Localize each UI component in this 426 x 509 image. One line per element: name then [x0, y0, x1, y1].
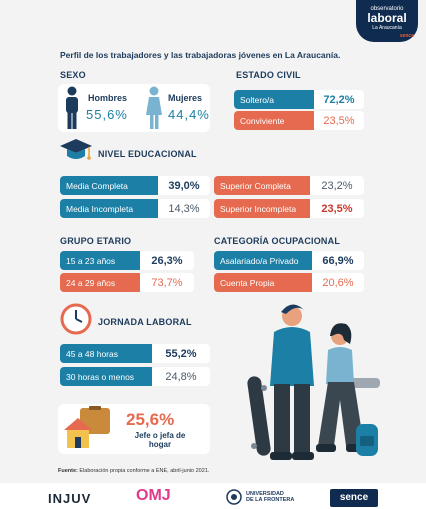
jornada-row-value: 24,8% — [152, 367, 210, 386]
estado-row-label: Conviviente — [234, 111, 314, 130]
grupo-heading: GRUPO ETARIO — [60, 236, 132, 246]
badge-line1: observatorio — [370, 6, 404, 12]
mujeres-pct: 44,4% — [168, 107, 210, 122]
grupo-row-value: 26,3% — [140, 251, 194, 270]
hombres-pct: 55,6% — [86, 107, 128, 122]
categoria-row-label: Asalariado/a Privado — [214, 251, 312, 270]
youth-illustration — [247, 304, 380, 460]
sence-logo: sence — [330, 489, 378, 507]
jornada-heading: JORNADA LABORAL — [98, 317, 192, 327]
educ-row-label: Superior Completa — [214, 176, 310, 195]
jefe-label: Jefe o jefa de hogar — [130, 431, 190, 449]
page-title: Perfil de los trabajadores y las trabaja… — [60, 50, 341, 60]
jornada-row-label: 45 a 48 horas — [60, 344, 152, 363]
sexo-heading: SEXO — [60, 70, 86, 80]
categoria-row-value: 66,9% — [312, 251, 364, 270]
educ-row-label: Superior Incompleta — [214, 199, 310, 218]
educ-row-value: 23,5% — [310, 199, 364, 218]
grupo-row-value: 73,7% — [140, 273, 194, 292]
omj-logo: OMJ — [136, 487, 171, 504]
clock-icon — [60, 303, 92, 335]
hombres-label: Hombres — [88, 93, 128, 103]
educ-heading: NIVEL EDUCACIONAL — [98, 149, 197, 159]
jornada-row-value: 55,2% — [152, 344, 210, 363]
educ-row-value: 14,3% — [158, 199, 210, 218]
ufro-seal-icon — [226, 489, 242, 505]
female-icon — [146, 86, 162, 129]
mujeres-label: Mujeres — [168, 93, 203, 103]
jornada-row-label: 30 horas o menos — [60, 367, 152, 386]
educ-row-value: 39,0% — [158, 176, 210, 195]
estado-row-value: 23,5% — [314, 111, 364, 130]
house-suitcase-icon — [64, 406, 110, 448]
categoria-row-value: 20,6% — [312, 273, 364, 292]
injuv-logo: INJUV — [48, 491, 92, 506]
estado-row-label: Soltero/a — [234, 90, 314, 109]
categoria-heading: CATEGORÍA OCUPACIONAL — [214, 236, 341, 246]
jefe-pct: 25,6% — [126, 410, 175, 429]
graduation-cap-icon — [60, 139, 92, 160]
source-note-text: Elaboración propia conforme a ENE, abril… — [77, 468, 210, 474]
ufro-line2: DE LA FRONTERA — [246, 497, 295, 503]
source-note: Fuente: Elaboración propia conforme a EN… — [58, 468, 209, 474]
badge-line3: La Araucanía — [372, 25, 402, 31]
estado-heading: ESTADO CIVIL — [236, 70, 301, 80]
grupo-row-label: 15 a 23 años — [60, 251, 140, 270]
jefe-line2: hogar — [148, 440, 172, 449]
observatorio-badge: observatorio laboral La Araucanía sence — [356, 0, 418, 42]
ufro-logo: UNIVERSIDAD DE LA FRONTERA — [246, 491, 294, 503]
logos-bar: INJUV OMJ UNIVERSIDAD DE LA FRONTERA sen… — [0, 483, 426, 509]
ufro-line1: UNIVERSIDAD — [246, 491, 284, 497]
badge-sence: sence — [399, 33, 414, 39]
source-note-bold: Fuente: — [58, 468, 78, 474]
educ-row-label: Media Completa — [60, 176, 158, 195]
educ-row-label: Media Incompleta — [60, 199, 158, 218]
jefe-line1: Jefe o jefa de — [134, 431, 186, 440]
male-icon — [66, 86, 78, 129]
educ-row-value: 23,2% — [310, 176, 364, 195]
grupo-row-label: 24 a 29 años — [60, 273, 140, 292]
badge-line2: laboral — [367, 11, 407, 25]
estado-row-value: 72,2% — [314, 90, 364, 109]
sexo-card — [58, 84, 210, 132]
categoria-row-label: Cuenta Propia — [214, 273, 312, 292]
